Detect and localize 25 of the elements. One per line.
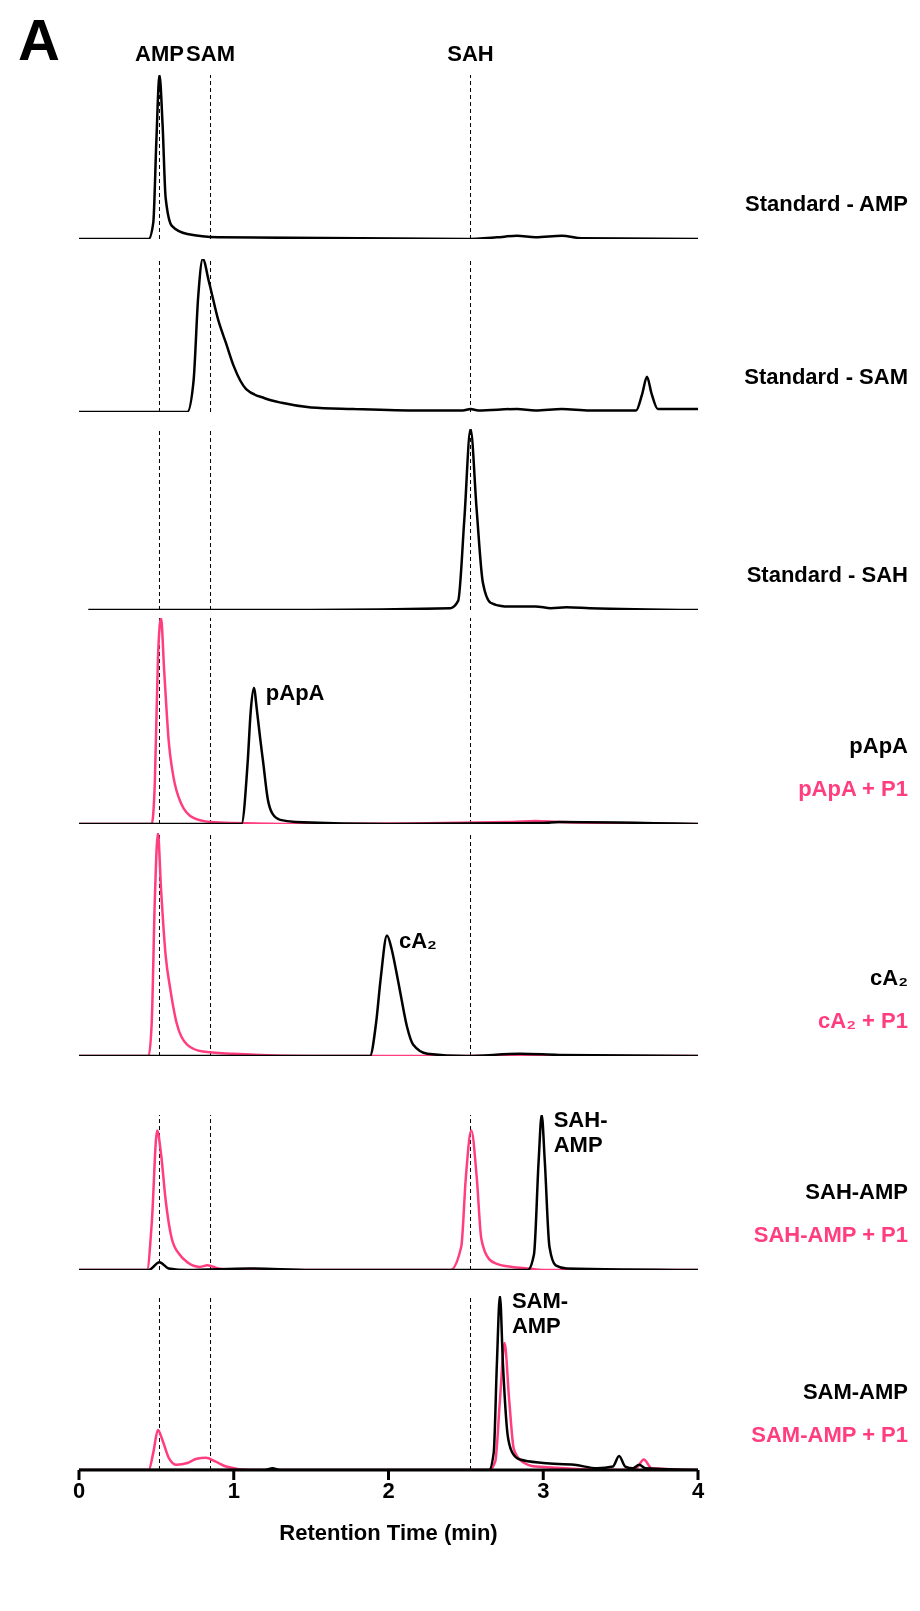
ref-line-label: SAH [447, 41, 494, 66]
x-axis-title: Retention Time (min) [279, 1520, 498, 1545]
annotation: SAH-AMP [553, 1107, 608, 1157]
x-tick-label: 3 [537, 1477, 550, 1503]
annotation: SAM-AMP [511, 1288, 569, 1338]
text: SAH-AMP + P1 [753, 1221, 908, 1249]
text: cA₂ [869, 964, 908, 992]
text: SAM-AMP + P1 [751, 1421, 908, 1449]
ref-line-label: AMP [135, 41, 184, 66]
ref-line-label: SAM [186, 41, 235, 66]
text: Standard - SAM [744, 363, 908, 391]
annotation: pApA [265, 680, 325, 706]
text: Standard - AMP [745, 190, 908, 218]
text: cA₂ + P1 [818, 1007, 908, 1035]
text: A [18, 7, 60, 72]
x-tick-label: 2 [382, 1477, 395, 1503]
x-tick-label: 1 [227, 1477, 240, 1503]
text: SAH-AMP [804, 1178, 908, 1206]
x-tick-label: 0 [72, 1477, 86, 1503]
text: pApA + P1 [798, 775, 908, 803]
text: Standard - SAH [746, 561, 908, 589]
text: SAM-AMP [801, 1378, 908, 1406]
text: pApA [848, 732, 908, 760]
x-tick-label: 4 [691, 1477, 705, 1503]
annotation: cA₂ [398, 927, 437, 953]
